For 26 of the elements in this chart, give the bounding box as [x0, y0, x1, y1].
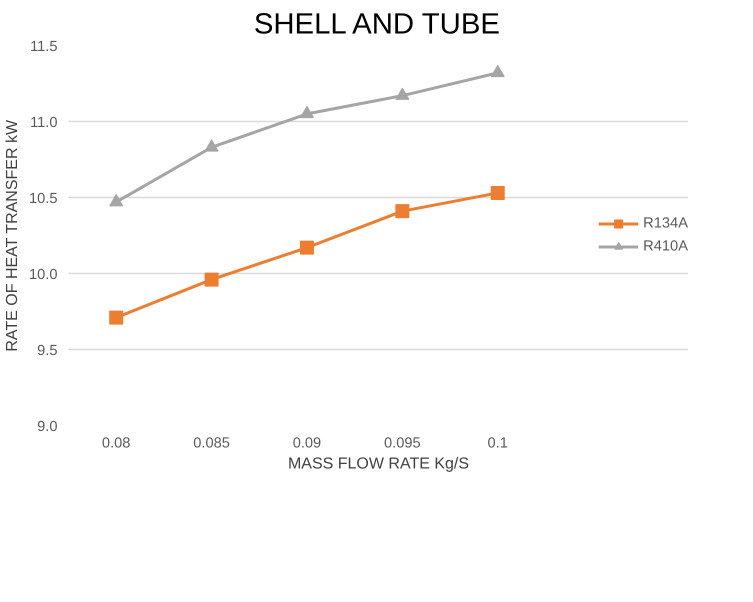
y-axis-title: RATE OF HEAT TRANSFER kW [4, 119, 21, 352]
chart-title: SHELL AND TUBE [254, 8, 500, 40]
y-tick-label: 10.0 [28, 267, 58, 283]
x-tick-label: 0.1 [488, 436, 508, 452]
point [300, 106, 314, 118]
point [395, 204, 410, 218]
x-tick-label: 0.08 [102, 436, 130, 452]
y-tick-label: 9.5 [37, 343, 58, 359]
point [490, 186, 505, 200]
x-tick-label: 0.085 [193, 436, 230, 452]
point [204, 139, 219, 152]
point [109, 310, 124, 325]
legend-label: R410A [643, 238, 688, 254]
y-tick-label: 10.5 [28, 191, 58, 207]
x-axis-title: MASS FLOW RATE Kg/S [288, 456, 470, 472]
y-tick-label: 11.0 [30, 115, 58, 131]
point [204, 272, 219, 287]
x-tick-label: 0.09 [292, 436, 322, 452]
legend-label: R134A [643, 216, 688, 232]
point [300, 240, 314, 255]
point [109, 194, 124, 206]
x-tick-label: 0.095 [384, 436, 421, 452]
y-tick-label: 11.5 [30, 39, 58, 55]
point [395, 88, 410, 100]
point [490, 64, 505, 78]
y-tick-label: 9.0 [37, 419, 58, 435]
